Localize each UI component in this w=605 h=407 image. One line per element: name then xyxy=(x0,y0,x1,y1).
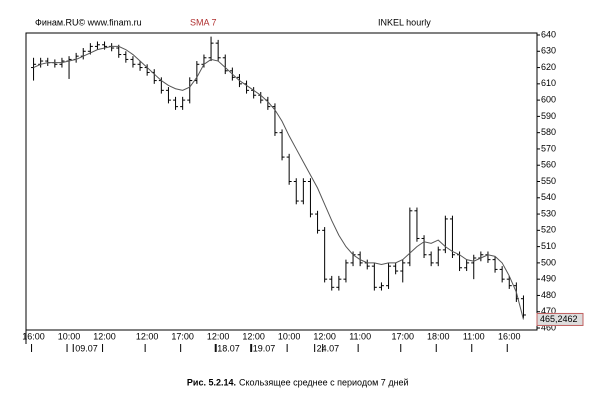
date-label: 19.07 xyxy=(253,343,276,353)
x-tick-label: 17:00 xyxy=(171,331,194,341)
x-tick-label: 16:00 xyxy=(498,331,521,341)
y-tick-label: 580 xyxy=(541,127,556,137)
y-tick-label: 550 xyxy=(541,176,556,186)
source: Финам.RU© www.finam.ru xyxy=(35,17,142,27)
x-tick-label: 10:00 xyxy=(58,331,81,341)
y-tick-label: 610 xyxy=(541,78,556,88)
y-tick-label: 630 xyxy=(541,46,556,56)
y-tick-label: 520 xyxy=(541,225,556,235)
x-tick-label: 12:00 xyxy=(313,331,336,341)
y-tick-label: 600 xyxy=(541,94,556,104)
indicator-name: SMA 7 xyxy=(190,17,217,27)
y-tick-label: 470 xyxy=(541,306,556,316)
chart-title: INKEL hourly xyxy=(378,17,431,27)
x-tick-label: 16:00 xyxy=(22,331,45,341)
y-tick-label: 490 xyxy=(541,274,556,284)
x-tick-label: 11:00 xyxy=(463,331,485,341)
sma-line xyxy=(33,45,524,320)
date-label: 18.07 xyxy=(217,343,240,353)
x-tick-label: 12:00 xyxy=(207,331,230,341)
x-tick-label: 12:00 xyxy=(136,331,159,341)
x-tick-label: 18:00 xyxy=(427,331,450,341)
x-tick-label: 11:00 xyxy=(349,331,371,341)
x-tick-label: 12:00 xyxy=(242,331,265,341)
y-tick-label: 640 xyxy=(541,29,556,39)
caption: Скользящее среднее с периодом 7 дней xyxy=(239,377,409,387)
plot-frame xyxy=(25,32,538,331)
last-value-box xyxy=(536,312,584,326)
y-tick-label: 560 xyxy=(541,160,556,170)
y-tick-label: 620 xyxy=(541,62,556,72)
y-tick-label: 500 xyxy=(541,257,556,267)
y-tick-label: 510 xyxy=(541,241,556,251)
x-tick-label: 17:00 xyxy=(391,331,414,341)
last-value-label: 465,2462 xyxy=(540,314,578,324)
y-tick-label: 590 xyxy=(541,111,556,121)
y-tick-label: 530 xyxy=(541,208,556,218)
y-tick-label: 460 xyxy=(541,322,556,332)
caption-label: Рис. 5.2.14. xyxy=(187,377,236,387)
date-label: 24.07 xyxy=(317,343,340,353)
x-tick-label: 10:00 xyxy=(278,331,301,341)
x-tick-label: 12:00 xyxy=(93,331,116,341)
y-tick-label: 570 xyxy=(541,143,556,153)
y-tick-label: 480 xyxy=(541,290,556,300)
date-label: 09.07 xyxy=(75,343,98,353)
y-tick-label: 540 xyxy=(541,192,556,202)
